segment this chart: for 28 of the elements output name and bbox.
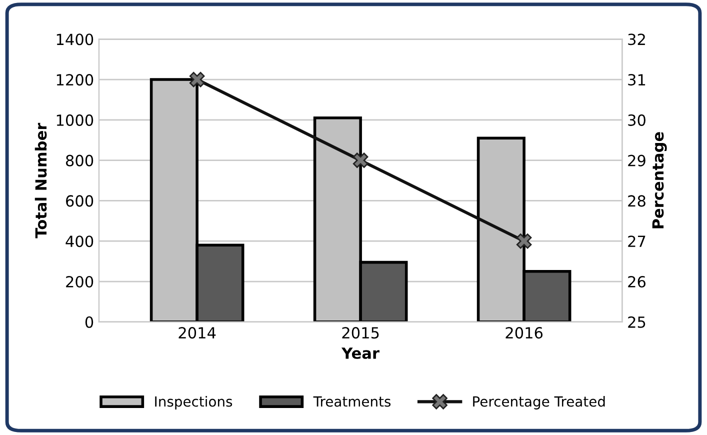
y-tick-label: 400: [66, 236, 94, 248]
x-tick-label: 2015: [342, 327, 379, 339]
y2-tick-label: 32: [628, 34, 645, 46]
y-tick-label: 1200: [56, 74, 94, 86]
y-tick-label: 200: [66, 276, 94, 288]
y-tick-label: 1000: [56, 114, 94, 126]
y2-tick-label: 26: [628, 276, 646, 288]
y-tick-label: 800: [66, 154, 94, 166]
y2-tick-label: 27: [628, 236, 646, 247]
y-tick-label: 600: [66, 195, 94, 207]
y2-tick-label: 30: [628, 114, 646, 126]
y2-tick-label: 28: [628, 195, 646, 207]
point: [516, 233, 532, 249]
y2-tick-label: 31: [628, 74, 646, 86]
y2-tick-label: 29: [628, 154, 646, 166]
y-tick-label: 1400: [56, 34, 94, 46]
legend-label: Inspections: [155, 396, 232, 410]
legend-label: Treatments: [313, 396, 391, 407]
y-tick-label: 0: [85, 316, 94, 328]
point: [352, 152, 368, 168]
y2-tick-label: 25: [628, 316, 646, 328]
point: [189, 72, 205, 88]
y2-axis-title: Percentage: [652, 132, 667, 228]
x-tick-label: 2016: [506, 327, 543, 339]
legend-label: Percentage Treated: [473, 396, 605, 410]
x-axis-title: Year: [341, 348, 380, 359]
y-axis-title: Total Number: [34, 122, 47, 238]
x-tick-label: 2014: [178, 327, 216, 339]
